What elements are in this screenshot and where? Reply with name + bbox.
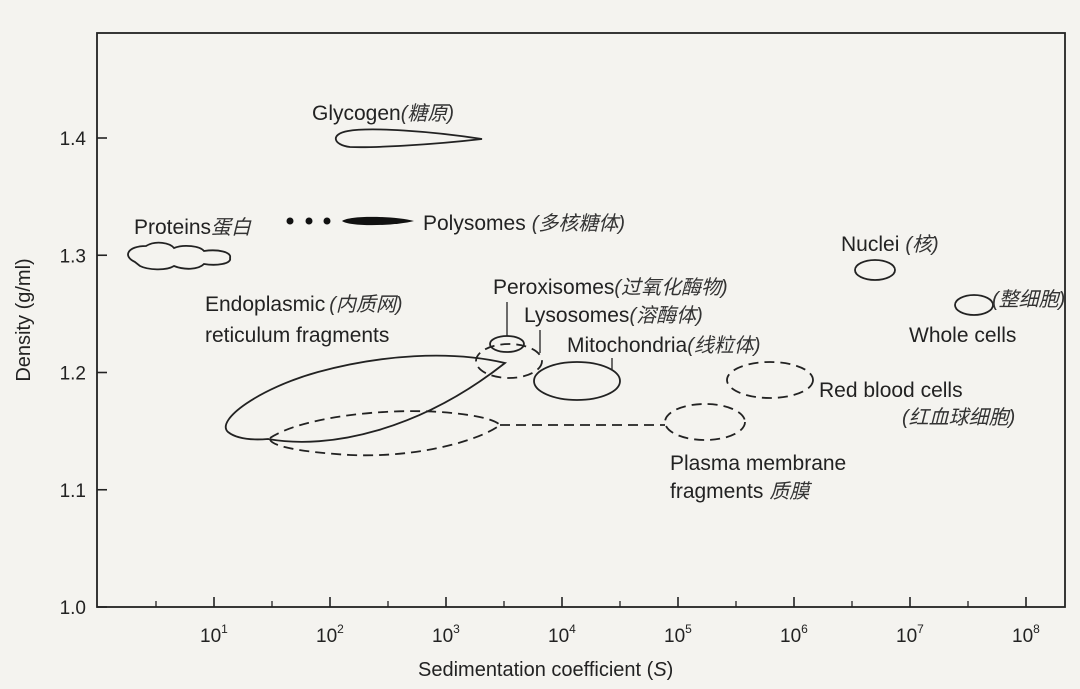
peroxisomes-label-text: Peroxisomes — [493, 276, 614, 299]
nuclei-label-text: Nuclei — [841, 233, 899, 256]
x-axis-ticks: 101 102 103 104 105 106 107 108 — [155, 597, 1040, 647]
plasma-membrane-region — [269, 403, 746, 457]
nuclei-label-cn: (核) — [905, 234, 938, 256]
polysomes-label-cn: (多核糖体) — [532, 213, 625, 235]
endoplasmic-label-line2: reticulum fragments — [205, 324, 389, 347]
lysosomes-label-cn: (溶酶体) — [629, 305, 702, 327]
x-tick-label: 104 — [548, 622, 576, 647]
x-tick-label: 102 — [316, 622, 344, 647]
y-tick-label: 1.1 — [60, 481, 86, 502]
plasma-membrane-label-text: fragments — [670, 480, 763, 503]
plasma-membrane-label-cn: 质膜 — [769, 481, 812, 503]
whole-cells-label-cn: (整细胞) — [992, 289, 1065, 311]
mitochondria-label-cn: (线粒体) — [687, 335, 760, 357]
x-axis-label-text: Sedimentation coefficient — [418, 659, 642, 681]
nuclei-label: Nuclei (核) — [841, 233, 939, 256]
red-blood-cells-label: Red blood cells — [819, 379, 963, 402]
endoplasmic-reticulum-region — [225, 354, 508, 443]
endoplasmic-label-cn: (内质网) — [329, 294, 402, 316]
proteins-label-text: Proteins — [134, 216, 211, 239]
plot-frame — [96, 32, 1066, 608]
proteins-label: Proteins蛋白 — [134, 216, 252, 239]
x-tick-label: 106 — [780, 622, 808, 647]
proteins-label-cn: 蛋白 — [211, 217, 252, 239]
lysosomes-label: Lysosomes(溶酶体) — [524, 304, 703, 327]
polysomes-region — [286, 216, 414, 226]
endoplasmic-label-line1: Endoplasmic (内质网) — [205, 293, 403, 316]
peroxisomes-label-cn: (过氧化酶物) — [614, 277, 727, 299]
mitochondria-label: Mitochondria(线粒体) — [567, 334, 761, 357]
lysosomes-label-text: Lysosomes — [524, 304, 629, 327]
proteins-region — [127, 241, 231, 271]
lysosomes-region — [475, 343, 543, 379]
x-axis-label-unit: S — [653, 659, 667, 681]
y-axis-ticks: 1.0 1.1 1.2 1.3 1.4 — [60, 129, 107, 619]
y-tick-label: 1.2 — [60, 364, 86, 385]
glycogen-label: Glycogen(糖原) — [312, 102, 454, 125]
glycogen-label-text: Glycogen — [312, 102, 401, 125]
polysomes-label: Polysomes (多核糖体) — [423, 212, 625, 235]
red-blood-cells-label-cn: (红血球细胞) — [902, 407, 1015, 429]
y-tick-label: 1.3 — [60, 246, 86, 267]
y-tick-label: 1.4 — [60, 129, 87, 150]
peroxisomes-label: Peroxisomes(过氧化酶物) — [493, 276, 728, 299]
mitochondria-label-text: Mitochondria — [567, 334, 688, 357]
x-axis-label: Sedimentation coefficient (S) — [418, 659, 673, 681]
y-axis-label: Density (g/ml) — [13, 258, 35, 381]
endoplasmic-label-text: Endoplasmic — [205, 293, 325, 316]
y-tick-label: 1.0 — [60, 598, 86, 619]
plasma-membrane-label-line1: Plasma membrane — [670, 452, 846, 475]
nuclei-region — [854, 259, 896, 281]
x-tick-label: 103 — [432, 622, 460, 647]
whole-cells-region — [954, 294, 994, 316]
x-tick-label: 101 — [200, 622, 228, 647]
whole-cells-label: Whole cells — [909, 324, 1016, 347]
x-tick-label: 107 — [896, 622, 924, 647]
x-tick-label: 105 — [664, 622, 692, 647]
glycogen-label-cn: (糖原) — [401, 103, 454, 125]
plasma-membrane-label-line2: fragments 质膜 — [670, 480, 812, 503]
mitochondria-region — [533, 361, 621, 401]
polysomes-label-text: Polysomes — [423, 212, 526, 235]
red-blood-cells-region — [726, 361, 814, 399]
x-tick-label: 108 — [1012, 622, 1040, 647]
glycogen-region — [334, 128, 483, 149]
